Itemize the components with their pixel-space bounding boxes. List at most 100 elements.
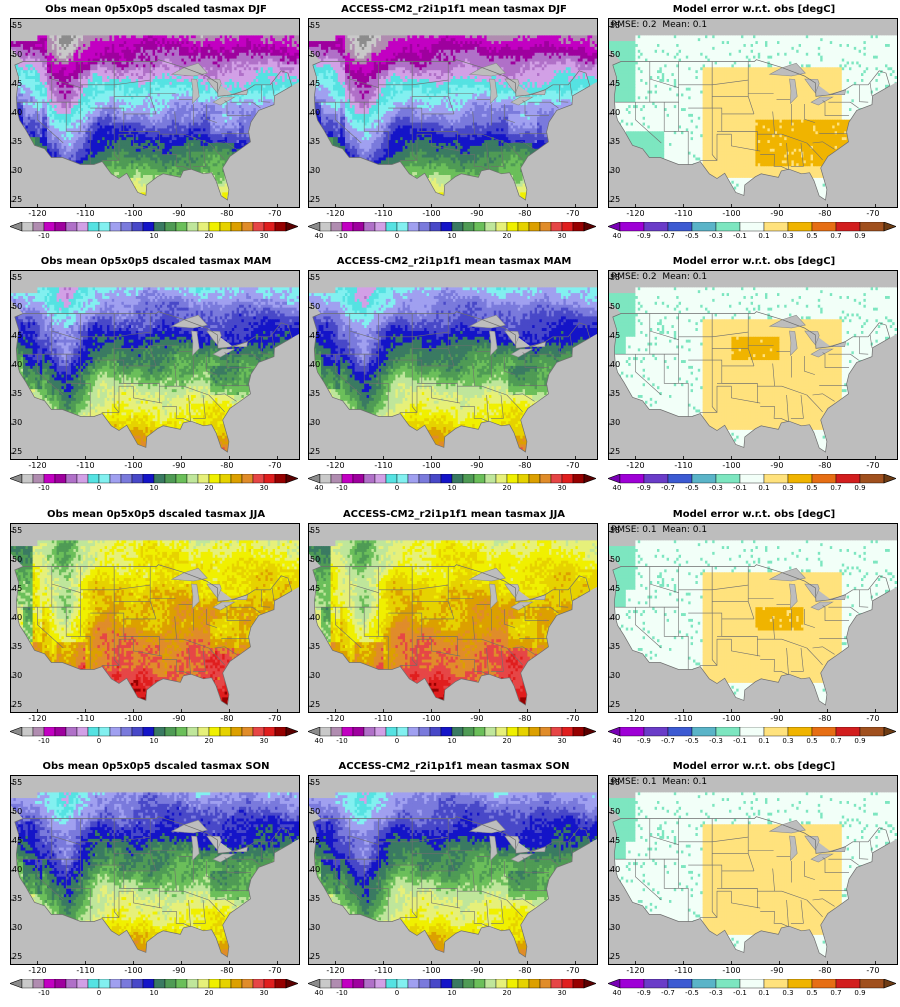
map-svg	[309, 19, 597, 207]
colorbar-tick-label: 0	[395, 485, 399, 492]
colorbar-tick-label: 30	[558, 738, 567, 745]
lat-tick-label: 40	[12, 361, 22, 369]
lat-tick-label: 45	[310, 332, 320, 340]
colorbar-swatch	[496, 979, 507, 988]
lat-tick-label: 45	[310, 585, 320, 593]
lon-tick-label: -70	[566, 715, 579, 723]
map-field	[11, 287, 299, 459]
colorbar-tick-label: 30	[558, 233, 567, 240]
colorbar-swatch	[518, 222, 529, 231]
lon-tick-label: -80	[818, 715, 831, 723]
map-panel: Model error w.r.t. obs [degC]RMSE: 0.1 M…	[608, 505, 900, 755]
map-field	[11, 540, 299, 712]
colorbar-swatch	[419, 979, 430, 988]
colorbar-swatch	[452, 474, 463, 483]
colorbar-swatch	[253, 979, 264, 988]
colorbar-tick-label: 20	[205, 738, 214, 745]
colorbar-svg	[308, 979, 596, 989]
colorbar-swatch	[375, 979, 386, 988]
map-svg	[11, 524, 299, 712]
colorbar-tick-label: 0.7	[830, 485, 841, 492]
colorbar-swatch	[364, 222, 375, 231]
colorbar-swatch	[253, 474, 264, 483]
map-field	[609, 287, 897, 459]
lat-tick-label: 25	[610, 953, 620, 961]
lon-tick-label: -100	[722, 210, 740, 218]
lat-tick-label: 40	[12, 109, 22, 117]
lat-tick-label: 50	[12, 556, 22, 564]
colorbar-swatch	[231, 727, 242, 736]
lat-tick-label: 40	[610, 614, 620, 622]
colorbar-swatch	[264, 727, 275, 736]
colorbar-swatch	[430, 222, 441, 231]
colorbar-swatch	[474, 979, 485, 988]
lon-tick-label: -90	[770, 967, 783, 975]
colorbar-tick-label: 0.7	[830, 233, 841, 240]
lon-tick-label: -100	[422, 462, 440, 470]
colorbar-swatch	[408, 979, 419, 988]
colorbar-tick-label: -0.7	[661, 738, 675, 745]
colorbar-swatch	[121, 979, 132, 988]
lat-tick-label: 50	[610, 808, 620, 816]
colorbar-swatch	[507, 222, 518, 231]
colorbar-swatch	[264, 474, 275, 483]
map-svg	[609, 19, 897, 207]
map-svg	[11, 271, 299, 459]
colorbar-swatch	[375, 222, 386, 231]
lon-tick-label: -100	[422, 210, 440, 218]
lat-tick-label: 55	[310, 22, 320, 30]
lon-tick-label: -70	[566, 462, 579, 470]
colorbar-tick-label: 10	[448, 990, 457, 997]
lat-tick-label: 50	[12, 51, 22, 59]
colorbar-over-triangle	[884, 727, 896, 736]
colorbar-swatch	[187, 979, 198, 988]
lat-tick-label: 25	[310, 953, 320, 961]
map-frame: RMSE: 0.2 Mean: 0.1	[608, 18, 898, 208]
colorbar-swatch	[408, 222, 419, 231]
colorbar-swatch	[331, 979, 342, 988]
colorbar-svg	[608, 727, 896, 737]
colorbar-swatch	[22, 222, 33, 231]
colorbar-swatch	[397, 222, 408, 231]
colorbar-swatch	[692, 222, 716, 231]
colorbar-swatch	[187, 222, 198, 231]
lon-tick-label: -120	[28, 210, 46, 218]
colorbar-tick-label: 0.5	[806, 485, 817, 492]
panel-title: Obs mean 0p5x0p5 dscaled tasmax MAM	[10, 256, 302, 267]
lat-tick-label: 55	[12, 779, 22, 787]
lat-tick-label: 50	[12, 303, 22, 311]
lon-tick-label: -80	[220, 462, 233, 470]
colorbar-swatch	[430, 474, 441, 483]
colorbar-swatch	[716, 727, 740, 736]
colorbar-swatch	[320, 979, 331, 988]
colorbar-swatch	[620, 222, 644, 231]
lon-tick-label: -100	[422, 715, 440, 723]
lat-tick-label: 30	[310, 672, 320, 680]
lat-tick-label: 30	[12, 167, 22, 175]
map-frame	[10, 775, 300, 965]
colorbar-tick-label: 0.3	[782, 990, 793, 997]
colorbar-swatch	[397, 474, 408, 483]
lon-tick-label: -70	[866, 715, 879, 723]
colorbar-tick-label: -10	[38, 233, 49, 240]
colorbar-swatch	[812, 727, 836, 736]
colorbar-swatch	[198, 979, 209, 988]
lat-tick-label: 40	[310, 109, 320, 117]
colorbar-swatch	[331, 727, 342, 736]
lon-tick-label: -100	[124, 210, 142, 218]
lat-tick-label: 45	[12, 837, 22, 845]
lon-tick-label: -90	[470, 967, 483, 975]
colorbar-swatch	[198, 474, 209, 483]
map-frame	[10, 523, 300, 713]
colorbar-tick-label: 0	[97, 738, 101, 745]
map-svg	[11, 776, 299, 964]
colorbar-swatch	[165, 222, 176, 231]
panel-title: Obs mean 0p5x0p5 dscaled tasmax SON	[10, 761, 302, 772]
colorbar-swatch	[77, 979, 88, 988]
colorbar-swatch	[540, 979, 551, 988]
colorbar-swatch	[342, 727, 353, 736]
